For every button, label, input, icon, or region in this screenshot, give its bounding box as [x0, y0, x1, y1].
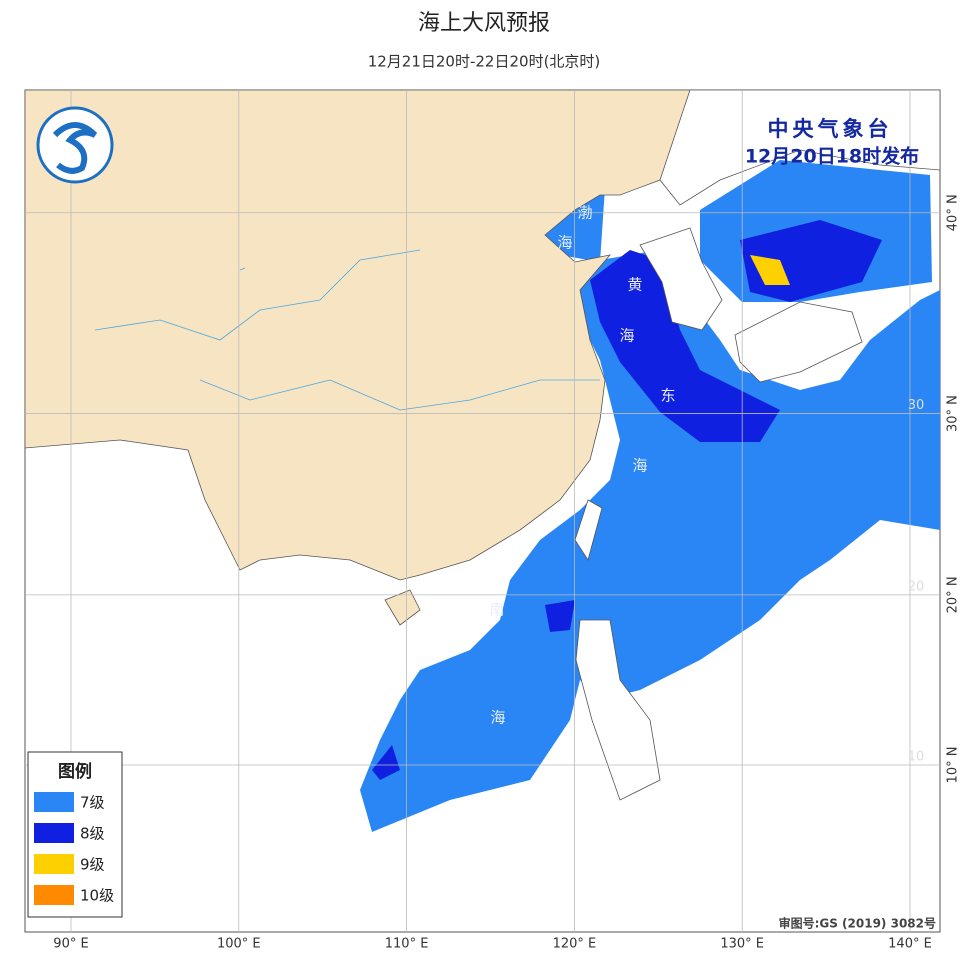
wind-area	[750, 255, 790, 285]
wind-area	[590, 250, 780, 442]
logo	[36, 106, 114, 184]
legend: 图例 7级 8级 9级 10级	[27, 751, 123, 918]
legend-title: 图例	[58, 761, 92, 782]
wind-area	[372, 745, 400, 780]
lon-label: 120° E	[553, 937, 597, 952]
legend-swatch	[34, 885, 74, 905]
sea-label: 海	[619, 327, 634, 345]
lon-label: 140° E	[888, 937, 932, 952]
sea-label: 海	[632, 457, 647, 475]
lat-label: 20° N	[946, 576, 961, 613]
subtitle: 12月21日20时-22日20时(北京时)	[368, 53, 601, 71]
legend-label: 10级	[80, 887, 114, 905]
lat-inner-label: 10	[908, 750, 925, 765]
sea-label: 海	[490, 709, 505, 727]
legend-label: 7级	[80, 794, 105, 812]
title: 海上大风预报	[418, 11, 550, 36]
lat-inner-label: 20	[908, 579, 925, 594]
approval: 审图号:GS (2019) 3082号	[779, 916, 936, 931]
legend-swatch	[34, 854, 74, 874]
lon-label: 130° E	[720, 937, 764, 952]
sea-label: 南	[489, 601, 504, 619]
lat-label: 40° N	[946, 194, 961, 231]
issue-time: 12月20日18时发布	[745, 145, 919, 168]
lon-label: 100° E	[217, 937, 261, 952]
sea-label: 黄	[627, 276, 642, 294]
legend-label: 8级	[80, 825, 105, 843]
legend-swatch	[34, 792, 74, 812]
sea-label: 东	[660, 387, 675, 405]
lon-label: 90° E	[53, 937, 88, 952]
graticule: 90° E 100° E 110° E 120° E 130° E 140° E 40° N…	[25, 90, 961, 952]
wind-area	[360, 250, 940, 832]
lat-label: 30° N	[946, 395, 961, 432]
wind-areas	[360, 90, 940, 832]
lat-label: 10° N	[946, 747, 961, 784]
legend-label: 9级	[80, 856, 105, 874]
wind-area	[540, 188, 605, 262]
sea-label: 渤	[577, 204, 592, 222]
legend-swatch	[34, 823, 74, 843]
sea-label: 海	[557, 234, 572, 252]
lon-label: 110° E	[385, 937, 429, 952]
publisher: 中央气象台	[768, 117, 893, 141]
wind-area	[545, 600, 575, 632]
lat-inner-label: 30	[908, 398, 925, 413]
